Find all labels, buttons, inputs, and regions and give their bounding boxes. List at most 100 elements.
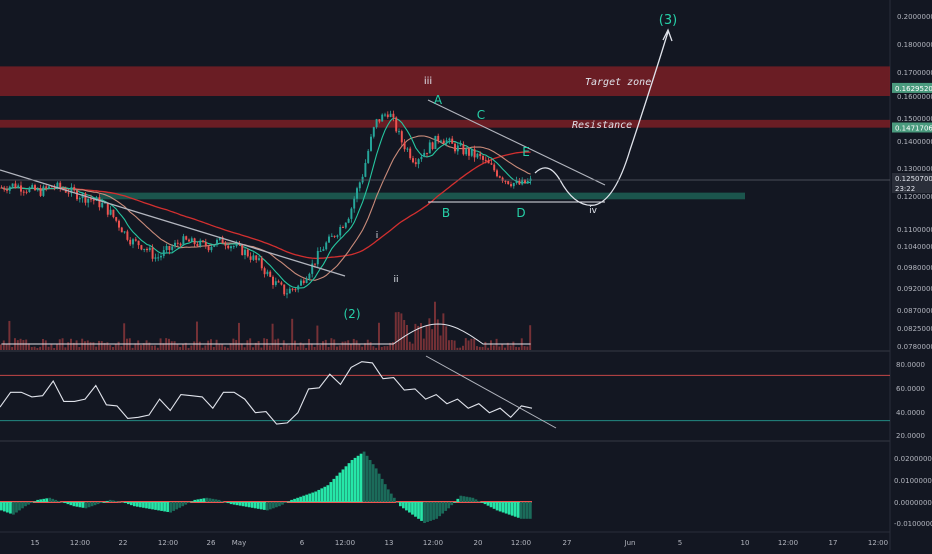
volume-bar bbox=[140, 345, 142, 350]
volume-bar bbox=[448, 340, 450, 350]
candle-body bbox=[126, 231, 129, 240]
volume-bar bbox=[389, 342, 392, 350]
candle-body bbox=[252, 255, 255, 260]
volume-bar bbox=[338, 345, 341, 350]
volume-bar bbox=[72, 342, 75, 350]
histogram-bar bbox=[281, 502, 284, 505]
volume-bar bbox=[434, 301, 436, 350]
price-tick-label: 0.11000000 bbox=[897, 226, 932, 234]
volume-bar bbox=[92, 342, 95, 350]
histogram-bar bbox=[386, 489, 390, 502]
volume-bar bbox=[280, 346, 282, 350]
histogram-bar bbox=[78, 502, 82, 508]
volume-bar bbox=[268, 345, 271, 350]
volume-bar bbox=[336, 346, 338, 350]
volume-bar bbox=[170, 341, 173, 350]
time-tick-label: 17 bbox=[829, 539, 838, 547]
candle-body bbox=[241, 244, 244, 256]
candle-body bbox=[70, 187, 73, 194]
volume-bar bbox=[254, 342, 257, 350]
histogram-bar bbox=[323, 486, 327, 502]
volume-bar bbox=[53, 347, 56, 350]
histogram-bar bbox=[18, 502, 21, 511]
candle-body bbox=[333, 235, 336, 237]
histogram-bar bbox=[332, 478, 336, 502]
volume-bar bbox=[11, 347, 14, 350]
volume-bar bbox=[120, 346, 123, 350]
histogram-bar bbox=[262, 502, 266, 510]
candle-body bbox=[165, 245, 168, 251]
histogram-bar bbox=[368, 460, 372, 502]
price-tick-label: 0.09800000 bbox=[897, 264, 932, 272]
candle-body bbox=[134, 239, 137, 241]
volume-bar bbox=[187, 347, 190, 350]
candle-body bbox=[204, 241, 207, 247]
histogram-bar bbox=[160, 502, 163, 511]
price-tick-label: 0.07800000 bbox=[897, 343, 932, 351]
price-tick-label: 0.16000000 bbox=[897, 93, 932, 101]
volume-bar bbox=[89, 342, 92, 350]
volume-bar bbox=[518, 347, 520, 350]
volume-bar bbox=[378, 322, 380, 350]
histogram-bar bbox=[290, 499, 293, 502]
candle-body bbox=[109, 209, 112, 215]
histogram-bar bbox=[317, 489, 321, 502]
candle-body bbox=[235, 243, 238, 247]
zone-band bbox=[0, 119, 890, 128]
oscillator-tick-label: 20.0000 bbox=[896, 432, 925, 440]
volume-bar bbox=[417, 325, 420, 350]
histogram-bar bbox=[498, 502, 502, 512]
volume-bar bbox=[366, 339, 369, 350]
candle-body bbox=[375, 119, 378, 128]
volume-bar bbox=[302, 344, 305, 350]
volume-bar bbox=[117, 341, 120, 350]
histogram-bar bbox=[326, 485, 330, 502]
histogram-bar bbox=[214, 499, 218, 502]
candle-body bbox=[260, 258, 263, 269]
histogram-bar bbox=[507, 502, 511, 515]
candle-body bbox=[339, 227, 342, 236]
histogram-bar bbox=[120, 502, 124, 503]
candle-body bbox=[50, 186, 53, 188]
candle-body bbox=[372, 127, 375, 137]
candle-body bbox=[266, 271, 269, 275]
volume-bar bbox=[156, 347, 159, 350]
volume-bar bbox=[198, 341, 201, 350]
histogram-bar bbox=[157, 502, 160, 511]
candle-body bbox=[311, 263, 314, 274]
volume-bar bbox=[456, 347, 459, 350]
price-tag-box bbox=[892, 173, 932, 183]
histogram-bar bbox=[229, 502, 233, 505]
histogram-bar bbox=[48, 497, 52, 502]
candle-body bbox=[322, 249, 325, 251]
candle-body bbox=[244, 249, 246, 256]
histogram-bar bbox=[347, 463, 351, 502]
volume-bar bbox=[333, 339, 336, 350]
candle-body bbox=[358, 182, 361, 189]
downtrend-line bbox=[0, 169, 346, 277]
volume-bar bbox=[375, 347, 378, 350]
histogram-bar bbox=[90, 502, 94, 507]
candle-body bbox=[378, 119, 381, 122]
volume-bar bbox=[196, 321, 198, 350]
histogram-bar bbox=[172, 502, 176, 511]
histogram-bar bbox=[353, 457, 357, 502]
histogram-bar bbox=[438, 502, 442, 517]
candle-body bbox=[73, 187, 76, 191]
time-tick-label: 12:00 bbox=[868, 539, 888, 547]
candle-body bbox=[190, 238, 193, 242]
volume-bar bbox=[294, 340, 296, 350]
ma-fast-line bbox=[1, 117, 531, 289]
histogram-bar bbox=[266, 502, 269, 511]
candle-body bbox=[389, 113, 392, 117]
volume-bar bbox=[369, 342, 372, 350]
candle-body bbox=[92, 199, 95, 201]
histogram-bar bbox=[108, 499, 112, 502]
candle-body bbox=[294, 289, 297, 291]
time-tick-label: 5 bbox=[678, 539, 682, 547]
candle-body bbox=[367, 150, 370, 163]
candle-body bbox=[188, 239, 190, 242]
candle-body bbox=[353, 198, 356, 209]
volume-bar bbox=[420, 323, 422, 350]
